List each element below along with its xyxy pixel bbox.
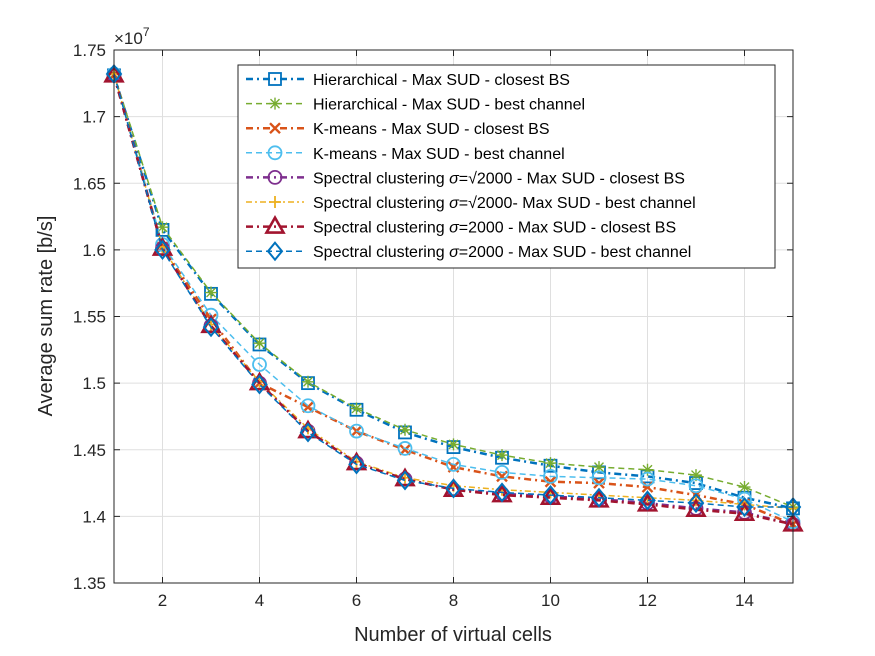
legend-label: K-means - Max SUD - best channel bbox=[313, 146, 565, 163]
series-8-point bbox=[736, 496, 753, 518]
series-4-point bbox=[640, 471, 655, 487]
legend-marker bbox=[269, 97, 281, 110]
series-2-point bbox=[544, 457, 557, 470]
series-8-point bbox=[590, 487, 608, 508]
series-3-point bbox=[593, 477, 605, 489]
x-tick-label: 2 bbox=[158, 591, 167, 610]
legend-entry-1: Hierarchical - Max SUD - closest BS bbox=[246, 72, 570, 89]
series-2-point bbox=[205, 286, 217, 299]
series-8-point bbox=[251, 374, 268, 395]
y-tick-label: 1.55 bbox=[73, 308, 106, 327]
legend-label: Spectral clustering σ=√2000 - Max SUD - … bbox=[313, 170, 685, 187]
series-4-point bbox=[252, 357, 267, 372]
series-8-point bbox=[445, 478, 462, 499]
series-3-line bbox=[112, 74, 794, 526]
series-3-point bbox=[544, 475, 557, 488]
series-7-point bbox=[733, 502, 756, 522]
legend-label: Spectral clustering σ=2000 - Max SUD - c… bbox=[313, 220, 676, 237]
x-tick-label: 6 bbox=[352, 591, 361, 610]
legend: Hierarchical - Max SUD - closest BS Hiera… bbox=[237, 64, 776, 269]
series-7-line bbox=[112, 74, 794, 526]
legend-marker bbox=[269, 122, 281, 135]
legend-label: Spectral clustering σ=2000 - Max SUD - b… bbox=[313, 244, 691, 261]
series-2-point bbox=[156, 221, 169, 234]
legend-marker bbox=[266, 241, 284, 262]
y-axis-title: Average sum rate [b/s] bbox=[35, 216, 57, 417]
series-8-point bbox=[493, 482, 511, 503]
y-tick-label: 1.45 bbox=[73, 441, 106, 460]
series-8-point bbox=[299, 422, 317, 443]
series-2-point bbox=[253, 337, 266, 350]
series-7-point bbox=[685, 498, 707, 518]
legend-label: Hierarchical - Max SUD - best channel bbox=[313, 97, 585, 114]
series-2-point bbox=[350, 402, 363, 415]
axis-ticks: 2 4 6 8 10 12 14 1.35 1.4 1.45 1.5 1.55 1.6 1.65 1.7 1.… bbox=[73, 41, 793, 610]
legend-box bbox=[237, 64, 776, 269]
y-tick-label: 1.5 bbox=[82, 374, 106, 393]
series-2-point bbox=[399, 423, 411, 436]
series-4-point bbox=[543, 468, 558, 484]
series-2 bbox=[108, 67, 799, 514]
series-2-point bbox=[302, 375, 314, 388]
x-tick-label: 14 bbox=[735, 591, 754, 610]
series-8-point bbox=[687, 492, 705, 514]
series-4-point bbox=[349, 423, 364, 439]
x-tick-label: 4 bbox=[255, 591, 264, 610]
series-8-point bbox=[348, 454, 365, 475]
series-2-point bbox=[447, 438, 460, 451]
legend-label: K-means - Max SUD - closest BS bbox=[313, 121, 550, 138]
x-tick-label: 12 bbox=[638, 591, 657, 610]
legend-label: Spectral clustering σ=√2000- Max SUD - b… bbox=[313, 195, 696, 212]
series-8-point bbox=[396, 470, 414, 491]
series-4-point bbox=[688, 478, 704, 494]
x-tick-label: 8 bbox=[449, 591, 458, 610]
y-tick-label: 1.35 bbox=[73, 574, 106, 593]
series-8-point bbox=[202, 317, 220, 338]
legend-entry-4: K-means - Max SUD - best channel bbox=[246, 145, 565, 163]
series-2-point bbox=[690, 469, 702, 482]
series-8-point bbox=[154, 239, 171, 260]
series-8-point bbox=[639, 490, 656, 511]
series-4-point bbox=[591, 470, 607, 486]
series-2-point bbox=[593, 461, 605, 474]
legend-entry-6: Spectral clustering σ=√2000- Max SUD - b… bbox=[246, 195, 696, 212]
legend-marker bbox=[267, 145, 283, 161]
series-4-point bbox=[397, 441, 413, 456]
series-8-point bbox=[542, 484, 559, 506]
series-4-line bbox=[113, 73, 794, 523]
legend-entry-2: Hierarchical - Max SUD - best channel bbox=[246, 97, 585, 114]
y-tick-label: 1.75 bbox=[73, 41, 106, 60]
y-tick-label: 1.6 bbox=[82, 241, 106, 260]
series-2-point bbox=[496, 449, 508, 462]
series-8-line bbox=[113, 73, 793, 508]
x-tick-label: 10 bbox=[541, 591, 560, 610]
legend-entry-7: Spectral clustering σ=2000 - Max SUD - c… bbox=[246, 214, 676, 237]
series-2-point bbox=[738, 481, 751, 494]
legend-marker bbox=[267, 169, 283, 185]
y-tick-label: 1.4 bbox=[82, 507, 106, 526]
legend-marker bbox=[269, 196, 281, 208]
series-8 bbox=[105, 63, 802, 518]
legend-label: Hierarchical - Max SUD - closest BS bbox=[313, 72, 570, 89]
legend-entry-3: K-means - Max SUD - closest BS bbox=[246, 121, 550, 138]
series-4-point bbox=[446, 457, 461, 472]
series-4-point bbox=[300, 398, 316, 414]
y-tick-label: 1.7 bbox=[82, 108, 106, 127]
legend-marker bbox=[264, 214, 286, 234]
x-axis-title: Number of virtual cells bbox=[354, 624, 552, 646]
legend-marker bbox=[268, 72, 282, 86]
legend-entry-8: Spectral clustering σ=2000 - Max SUD - b… bbox=[246, 241, 691, 262]
y-tick-label: 1.65 bbox=[73, 174, 106, 193]
series-2-point bbox=[641, 463, 654, 476]
legend-entry-5: Spectral clustering σ=√2000 - Max SUD - … bbox=[246, 169, 685, 187]
series-4-point bbox=[494, 465, 510, 480]
y-exponent-label: ×107 bbox=[114, 25, 150, 48]
